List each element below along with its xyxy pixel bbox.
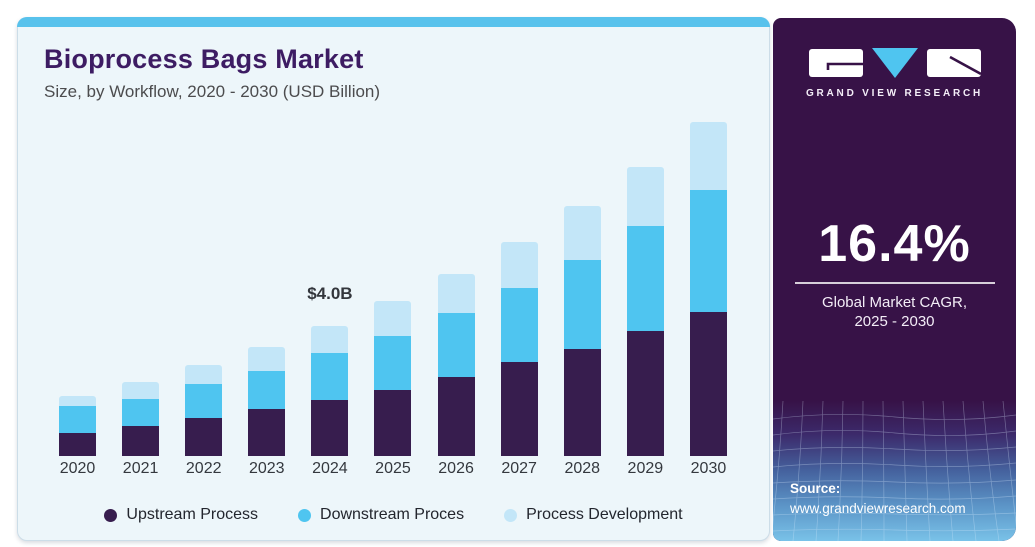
bar-segment xyxy=(248,371,286,410)
bar-segment xyxy=(122,425,160,456)
bar-segment xyxy=(311,353,349,400)
cagr-caption-line1: Global Market CAGR, xyxy=(821,293,968,311)
chart-legend: Upstream Process Downstream Proces Process… xyxy=(18,506,769,524)
legend-label: Upstream Process xyxy=(126,506,259,523)
wireframe-mesh-lines xyxy=(773,401,1016,541)
bar-segment xyxy=(185,417,223,456)
bar-2021 xyxy=(122,381,160,456)
bar-segment xyxy=(437,273,475,313)
bar-segment xyxy=(626,167,664,227)
bar-segment xyxy=(248,409,286,456)
x-tick-label: 2023 xyxy=(248,460,285,477)
x-tick-label: 2029 xyxy=(627,460,664,477)
cagr-caption-line2: 2025 - 2030 xyxy=(854,313,935,331)
bar-value-annotation: $4.0B xyxy=(307,283,353,303)
x-tick-label: 2025 xyxy=(375,460,411,477)
bar-segment xyxy=(563,348,601,456)
source-url: www.grandviewresearch.com xyxy=(790,500,966,516)
card-accent-strip xyxy=(17,17,770,27)
bar-segment xyxy=(311,325,349,354)
bar-segment xyxy=(689,122,727,191)
legend-label: Downstream Proces xyxy=(320,506,465,523)
bar-2023 xyxy=(248,346,286,456)
cagr-block: 16.4% Global Market CAGR, 2025 - 2030 xyxy=(773,217,1016,332)
legend-label: Process Development xyxy=(526,506,683,523)
x-tick-label: 2027 xyxy=(501,460,537,477)
x-axis-labels: 2020 2021 2022 2023 2024 2025 2026 2027 2028 2029… xyxy=(59,460,727,478)
bar-segment xyxy=(374,336,412,391)
bar-segment xyxy=(311,399,349,456)
logo-g-icon xyxy=(808,49,863,77)
bar-segment xyxy=(500,241,538,289)
bar-2020 xyxy=(59,396,96,456)
bar-segment xyxy=(185,365,223,384)
logo-g-glyph xyxy=(826,62,863,70)
bar-segment xyxy=(626,330,664,456)
bar-segment xyxy=(59,396,96,407)
bar-2025 xyxy=(374,300,412,456)
legend-dot-icon xyxy=(504,508,518,522)
source-block: Source: www.grandviewresearch.com xyxy=(790,479,966,520)
logo-v-triangle-icon xyxy=(871,48,918,78)
x-tick-label: 2020 xyxy=(59,460,96,477)
bar-segment xyxy=(563,260,601,349)
bar-segment xyxy=(122,381,160,400)
stacked-bar-chart xyxy=(59,111,727,456)
bar-2030 xyxy=(689,122,727,456)
bar-segment xyxy=(689,311,727,456)
bar-segment xyxy=(689,190,727,312)
bar-segment xyxy=(500,288,538,363)
x-tick-label: 2022 xyxy=(185,460,222,477)
x-tick-label: 2021 xyxy=(122,460,159,477)
source-label: Source: xyxy=(790,480,841,496)
bar-2026 xyxy=(437,273,475,456)
x-tick-label: 2030 xyxy=(690,460,727,477)
legend-item: Upstream Process xyxy=(104,506,258,524)
bar-segment xyxy=(437,376,475,456)
legend-dot-icon xyxy=(298,508,312,522)
gvr-logo: GRAND VIEW RESEARCH xyxy=(773,48,1016,99)
bar-segment xyxy=(437,312,475,377)
logo-wordmark: GRAND VIEW RESEARCH xyxy=(805,88,984,99)
logo-r-icon xyxy=(926,49,981,77)
bar-segment xyxy=(626,226,664,331)
x-tick-label: 2024 xyxy=(312,460,348,477)
bar-2027 xyxy=(500,241,538,456)
cagr-divider xyxy=(794,281,995,284)
wireframe-mesh-decoration xyxy=(773,401,1016,541)
brand-sidebar: GRAND VIEW RESEARCH 16.4% Global Market … xyxy=(773,18,1016,541)
bar-2029 xyxy=(626,167,664,456)
bar-2022 xyxy=(185,365,223,456)
bar-2024 xyxy=(311,325,349,456)
page-subtitle: Size, by Workflow, 2020 - 2030 (USD Bill… xyxy=(44,82,381,101)
bar-segment xyxy=(563,205,601,261)
bar-segment xyxy=(248,346,286,372)
legend-item: Process Development xyxy=(504,506,683,524)
cagr-value: 16.4% xyxy=(818,215,971,273)
logo-r-glyph xyxy=(948,55,981,76)
chart-card: Bioprocess Bags Market Size, by Workflow… xyxy=(17,17,770,541)
bar-segment xyxy=(59,406,96,433)
bar-segment xyxy=(185,383,223,418)
chart-header: Bioprocess Bags Market Size, by Workflow… xyxy=(44,44,380,102)
bar-2028 xyxy=(563,205,601,456)
legend-item: Downstream Proces xyxy=(298,506,464,524)
bar-segment xyxy=(59,432,96,456)
bar-segment xyxy=(374,390,412,456)
bar-segment xyxy=(122,399,160,426)
gvr-logo-marks xyxy=(773,48,1016,78)
x-tick-label: 2028 xyxy=(564,460,601,477)
bar-segment xyxy=(374,300,412,337)
bar-segment xyxy=(500,362,538,456)
x-tick-label: 2026 xyxy=(438,460,474,477)
page-title: Bioprocess Bags Market xyxy=(44,44,364,74)
legend-dot-icon xyxy=(104,508,118,522)
